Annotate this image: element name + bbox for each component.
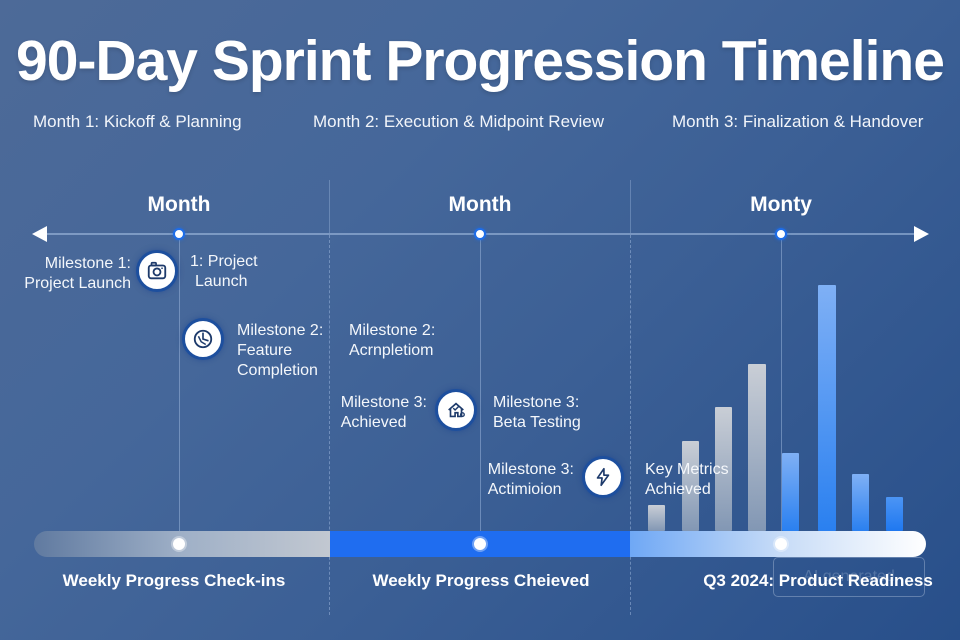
month-divider-1-top [329,180,330,233]
axis-dot-month-3[interactable] [775,228,787,240]
puzzle-house-icon [448,402,465,418]
arrow-left-icon [32,226,47,242]
clock-chart-icon [193,329,213,349]
progress-dot-2[interactable] [474,538,486,550]
milestone-1-right-label: 1: Project Launch [190,252,258,292]
progress-dot-3[interactable] [775,538,787,550]
metric-bar-4 [748,364,766,531]
key-metrics-label: Key Metrics Achieved [645,460,729,500]
month-divider-1 [329,235,330,615]
key-metrics-line-2: Achieved [645,481,711,498]
metric-bar-3 [715,407,732,531]
month-divider-2-top [630,180,631,233]
milestone-3-icon-button[interactable] [435,389,477,431]
milestone-3-left-line-2: Achieved [340,414,407,431]
month-label-1: Month [147,193,211,216]
milestone-4-left-line-2: Actimioion [487,481,562,498]
subtitle-month-3: Month 3: Finalization & Handover [672,112,924,131]
progress-label-1: Weekly Progress Check-ins [62,571,286,590]
milestone-3-left-label: Milestone 3: Achieved [341,393,427,433]
ai-generated-watermark: AI generated [773,557,925,597]
metric-bar-2 [682,441,699,531]
milestone-1-left-label: Milestone 1: Project Launch [24,254,131,294]
milestone-4-left-label: Milestone 3: Actimioion [488,460,574,500]
milestone-1-right-line-1: 1: Project [190,253,258,270]
milestone-3-right-line-2: Beta Testing [493,414,581,431]
metric-bar-7 [852,474,869,531]
milestone-line-2 [480,235,481,535]
milestone-2b-line-1: Milestone 2: [349,322,436,339]
milestone-3-left-line-1: Milestone 3: [340,394,427,411]
camera-icon [147,261,167,280]
milestone-2-label: Milestone 2: Feature Completion [237,321,323,381]
metric-bar-1 [648,505,665,531]
milestone-1-right-line-2: Launch [195,273,248,290]
metric-bar-5 [782,453,799,531]
metric-bar-6 [818,285,836,531]
milestone-1-left-line-2: Project Launch [24,275,131,292]
milestone-4-left-line-1: Milestone 3: [487,461,574,478]
milestone-3-right-line-1: Milestone 3: [493,394,580,411]
milestone-2b-line-2: Acrnpletiom [349,342,434,359]
milestone-line-3 [781,235,782,535]
progress-dot-1[interactable] [173,538,185,550]
milestone-2-line-3: Completion [237,362,318,379]
axis-dot-month-1[interactable] [173,228,185,240]
milestone-2-line-2: Feature [237,342,293,359]
progress-label-2: Weekly Progress Cheieved [372,571,590,590]
axis-dot-month-2[interactable] [474,228,486,240]
milestone-1-icon-button[interactable] [136,250,178,292]
month-label-3: Monty [750,193,812,216]
milestone-2b-label: Milestone 2: Acrnpletiom [349,321,435,361]
milestone-2-icon-button[interactable] [182,318,224,360]
milestone-line-1 [179,235,180,535]
month-label-2: Month [448,193,512,216]
lightning-icon [596,467,610,487]
milestone-4-icon-button[interactable] [582,456,624,498]
key-metrics-line-1: Key Metrics [645,461,729,478]
arrow-right-icon [914,226,929,242]
progress-label-3: Q3 2024: Product Readiness [703,571,933,590]
metric-bar-8 [886,497,903,531]
milestone-2-line-1: Milestone 2: [237,322,324,339]
subtitle-month-1: Month 1: Kickoff & Planning [33,112,242,131]
milestone-1-left-line-1: Milestone 1: [44,255,131,272]
page-title: 90-Day Sprint Progression Timeline [16,29,945,93]
month-divider-2 [630,235,631,615]
milestone-3-right-label: Milestone 3: Beta Testing [493,393,581,433]
subtitle-month-2: Month 2: Execution & Midpoint Review [313,112,605,131]
